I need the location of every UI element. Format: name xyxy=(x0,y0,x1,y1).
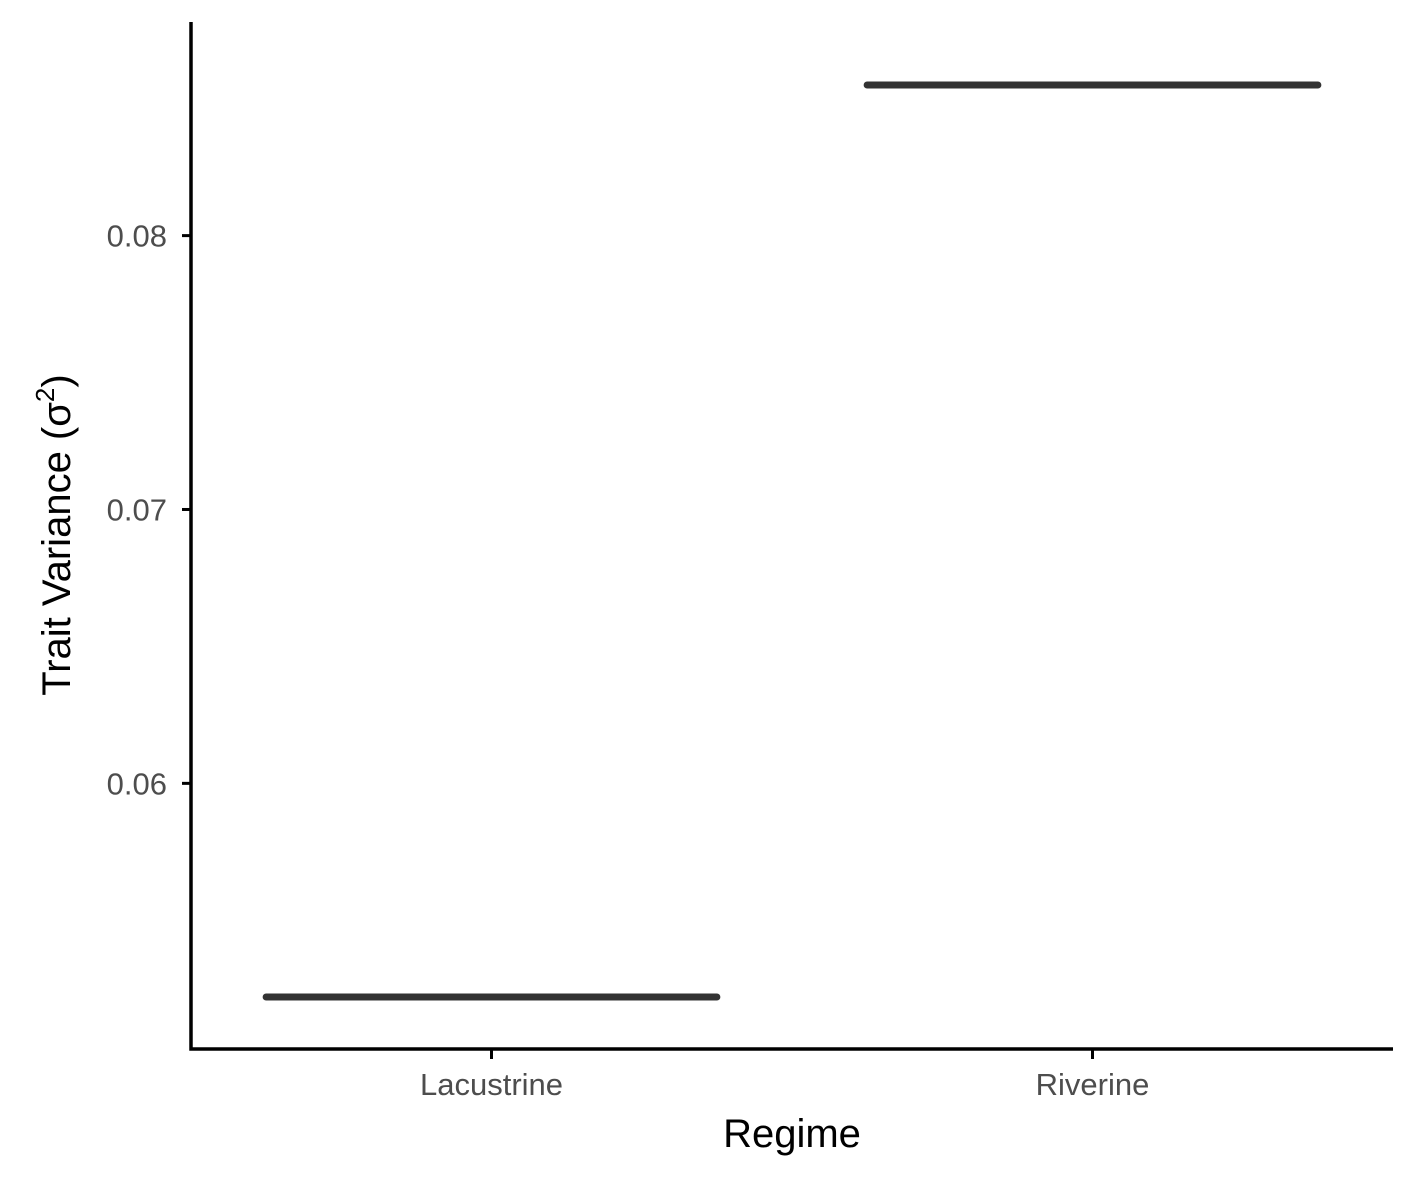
x-axis-title: Regime xyxy=(723,1112,861,1156)
y-tick-label: 0.07 xyxy=(107,492,167,527)
y-axis-ticks: 0.06 0.07 0.08 xyxy=(107,219,191,801)
y-axis-title: Trait Variance (σ2) xyxy=(30,374,79,695)
x-tick-label: Riverine xyxy=(1036,1067,1150,1102)
x-tick-label: Lacustrine xyxy=(420,1067,563,1102)
y-axis-title-close: ) xyxy=(35,374,79,387)
y-tick-label: 0.08 xyxy=(107,219,167,254)
x-axis-ticks: Lacustrine Riverine xyxy=(420,1049,1149,1102)
axis-lines xyxy=(189,22,1393,1051)
data-marks xyxy=(262,81,1322,1001)
y-axis-title-main: Trait Variance (σ xyxy=(35,402,79,696)
y-tick-label: 0.06 xyxy=(107,766,167,801)
y-axis-title-superscript: 2 xyxy=(30,388,60,402)
